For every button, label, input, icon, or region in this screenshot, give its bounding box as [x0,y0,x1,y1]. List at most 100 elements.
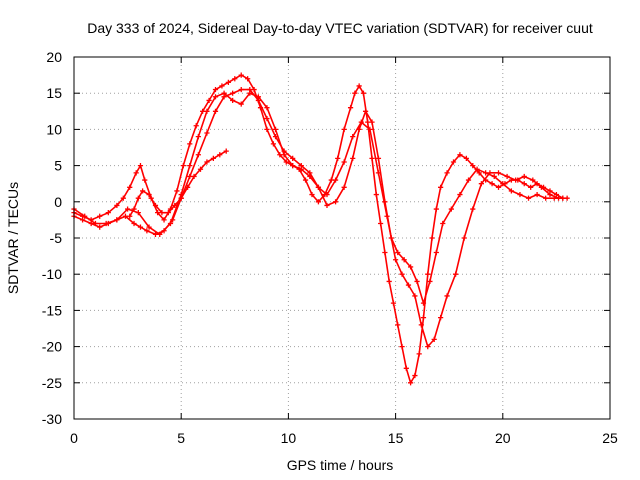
data-point [450,159,457,165]
series-line [73,88,563,304]
data-point [418,322,424,328]
data-point [247,90,253,96]
data-point [384,213,390,219]
data-point [461,235,467,241]
data-point [427,278,433,285]
x-tick-label: 20 [495,430,511,446]
series-track-d [127,148,229,219]
data-point [167,220,174,227]
data-point [420,300,427,306]
data-point [82,213,88,219]
data-point [500,181,506,187]
data-point [103,220,109,227]
data-point [193,123,199,129]
data-point [332,199,339,205]
data-point [412,293,418,299]
data-point [324,191,330,198]
y-tick-label: -20 [42,339,62,355]
data-point [352,90,358,96]
x-tick-label: 25 [602,430,618,446]
y-tick-label: -25 [42,375,62,391]
data-point [114,202,120,209]
data-point [264,115,270,122]
data-point [97,213,103,219]
series-track-b [71,86,566,306]
series-track-c [71,90,570,350]
data-point [264,105,270,111]
data-point [217,152,223,158]
data-point [127,213,133,219]
y-axis-title: SDTVAR / TECUs [5,182,21,294]
data-point [79,217,86,223]
data-point [425,271,431,277]
data-point [350,134,356,140]
data-point [142,177,148,183]
data-point [438,315,444,321]
data-point [245,76,251,82]
y-tick-label: -5 [50,230,63,246]
data-point [399,271,405,277]
data-point [470,206,476,212]
x-tick-label: 15 [388,430,404,446]
series-line [73,92,568,348]
data-point [315,184,322,190]
data-point [283,159,289,165]
data-point [140,188,146,194]
data-point [553,191,559,198]
data-point [125,206,131,212]
data-point [255,94,261,100]
data-point [403,365,409,371]
y-tick-label: -10 [42,266,62,282]
data-point [159,210,165,216]
data-point [298,166,304,172]
data-point [230,90,236,96]
data-point [137,224,144,230]
data-point [174,188,180,194]
data-point [358,119,364,125]
y-tick-labels: 20 15 10 5 0 -5 -10 -15 -20 -25 -30 [42,49,62,427]
y-tick-label: -30 [42,411,62,427]
data-point [444,170,450,176]
data-point [157,231,163,237]
x-tick-labels: 0 5 10 15 20 25 [70,430,618,446]
data-point [97,224,103,230]
data-point [324,202,330,209]
data-point [525,195,532,201]
data-point [433,206,439,212]
data-point [165,210,171,216]
data-point [230,97,236,104]
data-point [185,184,191,190]
data-point [178,195,184,201]
data-point [146,224,152,230]
data-point [290,155,296,161]
y-tick-label: -15 [42,302,62,318]
y-tick-label: 20 [46,49,62,65]
data-point [412,372,418,379]
data-point [393,257,399,263]
data-point [131,206,137,212]
data-point [489,181,495,187]
data-point [272,126,279,132]
data-point [543,195,549,201]
data-point [341,159,347,165]
data-point [238,72,244,78]
x-tick-label: 10 [281,430,297,446]
data-point [470,163,476,169]
data-point [264,126,270,132]
data-point [547,191,553,198]
data-point [440,220,446,227]
data-point [212,94,219,100]
data-point [390,300,397,306]
y-tick-label: 0 [54,194,62,210]
data-point [225,79,231,85]
data-point [161,217,167,223]
data-point [478,181,484,187]
data-point [315,199,322,205]
chart-title: Day 333 of 2024, Sidereal Day-to-day VTE… [87,20,593,36]
data-point [530,177,536,183]
x-tick-label: 5 [177,430,185,446]
data-point [212,86,219,93]
data-point [127,184,133,190]
data-point [495,170,502,176]
